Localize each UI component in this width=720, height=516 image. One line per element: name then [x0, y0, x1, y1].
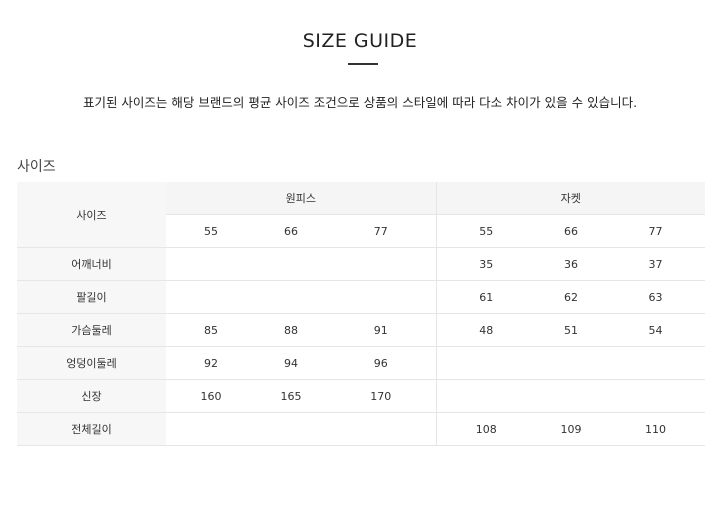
row-label: 가슴둘레 [17, 313, 166, 347]
cell-onepiece-2: 91 [326, 313, 437, 347]
size-header-jacket-1: 66 [536, 214, 607, 248]
row-label: 신장 [17, 379, 166, 413]
cell-jacket-2: 110 [606, 412, 706, 446]
table-row: 전체길이 108 109 110 [17, 412, 706, 446]
cell-jacket-1 [536, 379, 607, 413]
cell-jacket-2 [606, 379, 706, 413]
cell-onepiece-2: 96 [326, 346, 437, 380]
cell-jacket-1: 51 [536, 313, 607, 347]
corner-header: 사이즈 [17, 182, 166, 248]
cell-onepiece-2 [326, 247, 437, 281]
cell-onepiece-0: 160 [166, 379, 256, 413]
cell-jacket-0: 48 [435, 313, 537, 347]
cell-jacket-1: 62 [536, 280, 607, 314]
cell-jacket-1: 109 [536, 412, 607, 446]
cell-jacket-0: 35 [435, 247, 537, 281]
cell-onepiece-2: 170 [326, 379, 437, 413]
cell-onepiece-1: 88 [256, 313, 326, 347]
row-label: 전체길이 [17, 412, 166, 446]
table-row: 어깨너비 35 36 37 [17, 247, 706, 281]
cell-onepiece-2 [326, 280, 437, 314]
cell-onepiece-2 [326, 412, 437, 446]
group-header-onepiece: 원피스 [166, 182, 437, 215]
cell-jacket-2: 37 [606, 247, 706, 281]
title-divider [348, 63, 378, 65]
cell-jacket-2: 63 [606, 280, 706, 314]
size-header-jacket-2: 77 [606, 214, 706, 248]
table-row: 팔길이 61 62 63 [17, 280, 706, 314]
row-label: 어깨너비 [17, 247, 166, 281]
cell-onepiece-1 [256, 280, 326, 314]
cell-jacket-1: 36 [536, 247, 607, 281]
cell-jacket-0: 108 [435, 412, 537, 446]
cell-onepiece-1: 94 [256, 346, 326, 380]
row-label: 팔길이 [17, 280, 166, 314]
cell-onepiece-0: 92 [166, 346, 256, 380]
group-header-jacket: 자켓 [435, 182, 706, 215]
page-title: SIZE GUIDE [302, 30, 418, 52]
cell-jacket-0 [435, 379, 537, 413]
cell-jacket-1 [536, 346, 607, 380]
size-disclaimer: 표기된 사이즈는 해당 브랜드의 평균 사이즈 조건으로 상품의 스타일에 따라… [82, 95, 638, 110]
size-table: 사이즈 원피스 자켓 55 66 77 55 66 77 어깨너비 35 36 37 팔길이 61 6… [17, 182, 706, 446]
cell-onepiece-0 [166, 280, 256, 314]
cell-onepiece-1 [256, 412, 326, 446]
cell-jacket-0: 61 [435, 280, 537, 314]
size-header-onepiece-2: 77 [326, 214, 437, 248]
cell-onepiece-0: 85 [166, 313, 256, 347]
size-header-onepiece-0: 55 [166, 214, 256, 248]
table-row: 신장 160 165 170 [17, 379, 706, 413]
table-row: 가슴둘레 85 88 91 48 51 54 [17, 313, 706, 347]
cell-onepiece-1 [256, 247, 326, 281]
cell-jacket-2: 54 [606, 313, 706, 347]
size-header-onepiece-1: 66 [256, 214, 326, 248]
cell-onepiece-1: 165 [256, 379, 326, 413]
table-row: 엉덩이둘레 92 94 96 [17, 346, 706, 380]
cell-onepiece-0 [166, 412, 256, 446]
size-header-jacket-0: 55 [435, 214, 537, 248]
row-label: 엉덩이둘레 [17, 346, 166, 380]
cell-jacket-0 [435, 346, 537, 380]
cell-onepiece-0 [166, 247, 256, 281]
cell-jacket-2 [606, 346, 706, 380]
section-label: 사이즈 [17, 159, 56, 175]
